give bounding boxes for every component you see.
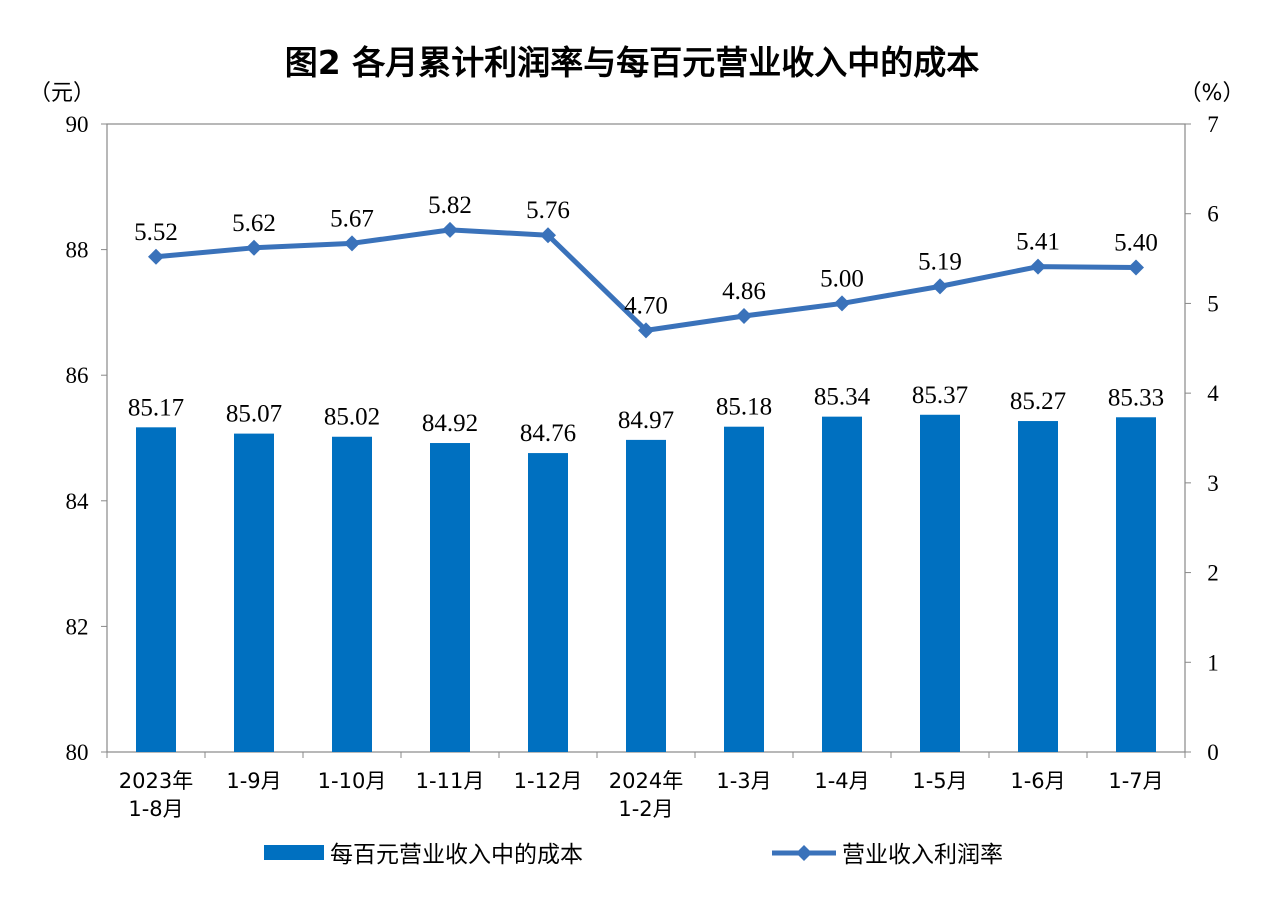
x-axis-tick-label: 1-8月 bbox=[128, 797, 183, 821]
right-axis-tick-label: 1 bbox=[1207, 650, 1219, 675]
line-marker-diamond bbox=[344, 235, 360, 252]
bar bbox=[626, 439, 666, 752]
left-axis-tick-label: 90 bbox=[66, 112, 89, 137]
right-axis-tick-label: 3 bbox=[1207, 471, 1219, 496]
line-data-label: 5.62 bbox=[232, 210, 276, 237]
legend-diamond-icon bbox=[796, 845, 812, 861]
bar-data-label: 85.27 bbox=[1010, 388, 1066, 415]
chart-title: 图2 各月累计利润率与每百元营业收入中的成本 bbox=[285, 43, 979, 82]
x-axis-tick-label: 1-9月 bbox=[226, 769, 281, 793]
legend-bar-label: 每百元营业收入中的成本 bbox=[330, 842, 583, 868]
right-axis-tick-label: 6 bbox=[1207, 202, 1219, 227]
line-data-label: 4.70 bbox=[624, 292, 668, 319]
bar-data-label: 84.76 bbox=[520, 420, 576, 447]
line-marker-diamond bbox=[736, 307, 752, 324]
right-axis-tick-label: 2 bbox=[1207, 561, 1219, 586]
left-axis-tick-label: 80 bbox=[66, 740, 89, 765]
line-data-label: 5.67 bbox=[330, 205, 374, 232]
bar-data-label: 85.17 bbox=[128, 394, 184, 421]
left-axis-unit: （元） bbox=[29, 81, 95, 106]
right-axis-tick-label: 0 bbox=[1207, 740, 1219, 765]
bar bbox=[1116, 417, 1156, 752]
right-axis-tick-label: 4 bbox=[1207, 381, 1219, 406]
x-axis-tick-label: 1-6月 bbox=[1010, 769, 1065, 793]
bar-data-label: 85.07 bbox=[226, 401, 282, 428]
left-axis-tick-label: 86 bbox=[66, 363, 89, 388]
bar bbox=[234, 433, 274, 752]
x-axis-tick-label: 1-7月 bbox=[1108, 769, 1163, 793]
line-data-label: 5.00 bbox=[820, 265, 864, 292]
legend-line-label: 营业收入利润率 bbox=[842, 842, 1003, 868]
x-axis-tick-label: 1-2月 bbox=[618, 797, 673, 821]
bar bbox=[822, 416, 862, 752]
line-data-label: 5.19 bbox=[918, 248, 962, 275]
bar bbox=[1018, 421, 1058, 752]
bar bbox=[430, 443, 470, 752]
line-data-label: 5.40 bbox=[1114, 230, 1158, 257]
x-axis-tick-label: 2024年 bbox=[609, 769, 683, 793]
bar-data-label: 84.92 bbox=[422, 410, 478, 437]
x-axis-tick-label: 1-11月 bbox=[416, 769, 485, 793]
left-axis-tick-label: 88 bbox=[66, 238, 89, 263]
line-marker-diamond bbox=[638, 322, 654, 339]
bar bbox=[332, 436, 372, 752]
bar-data-label: 85.34 bbox=[814, 384, 871, 411]
bar-data-label: 84.97 bbox=[618, 407, 674, 434]
x-axis-tick-label: 2023年 bbox=[119, 769, 193, 793]
line-marker-diamond bbox=[834, 295, 850, 312]
x-axis-tick-label: 1-12月 bbox=[514, 769, 583, 793]
bar-data-label: 85.37 bbox=[912, 382, 968, 409]
bar-data-label: 85.33 bbox=[1108, 384, 1164, 411]
x-axis-tick-label: 1-10月 bbox=[318, 769, 387, 793]
right-axis-unit: （%） bbox=[1180, 81, 1245, 106]
bar bbox=[724, 426, 764, 752]
line-data-label: 5.82 bbox=[428, 192, 472, 219]
line-marker-diamond bbox=[932, 278, 948, 295]
x-axis-tick-label: 1-5月 bbox=[912, 769, 967, 793]
line-marker-diamond bbox=[1128, 259, 1144, 276]
line-marker-diamond bbox=[148, 248, 164, 265]
line-data-label: 5.52 bbox=[134, 219, 178, 246]
x-axis-tick-label: 1-3月 bbox=[716, 769, 771, 793]
line-marker-diamond bbox=[1030, 258, 1046, 275]
line-data-label: 5.41 bbox=[1016, 229, 1060, 256]
x-axis-tick-label: 1-4月 bbox=[814, 769, 869, 793]
line-marker-diamond bbox=[540, 227, 556, 244]
bar bbox=[920, 414, 960, 752]
line-data-label: 4.86 bbox=[722, 278, 766, 305]
line-marker-diamond bbox=[442, 221, 458, 238]
bar bbox=[528, 453, 568, 752]
left-axis-tick-label: 82 bbox=[66, 614, 89, 639]
legend-bar-swatch bbox=[264, 845, 324, 860]
left-axis-tick-label: 84 bbox=[66, 489, 90, 514]
right-axis-tick-label: 7 bbox=[1207, 112, 1219, 137]
right-axis-tick-label: 5 bbox=[1207, 291, 1219, 316]
bar bbox=[136, 427, 176, 752]
line-data-label: 5.76 bbox=[526, 197, 570, 224]
bar-data-label: 85.18 bbox=[716, 394, 772, 421]
bar-data-label: 85.02 bbox=[324, 404, 380, 431]
line-marker-diamond bbox=[246, 239, 262, 256]
